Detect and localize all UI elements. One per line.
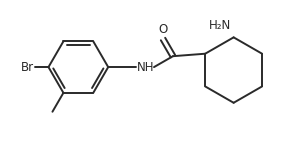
Text: H₂N: H₂N (208, 19, 231, 32)
Text: O: O (159, 23, 168, 36)
Text: NH: NH (137, 61, 155, 74)
Text: Br: Br (21, 61, 34, 74)
